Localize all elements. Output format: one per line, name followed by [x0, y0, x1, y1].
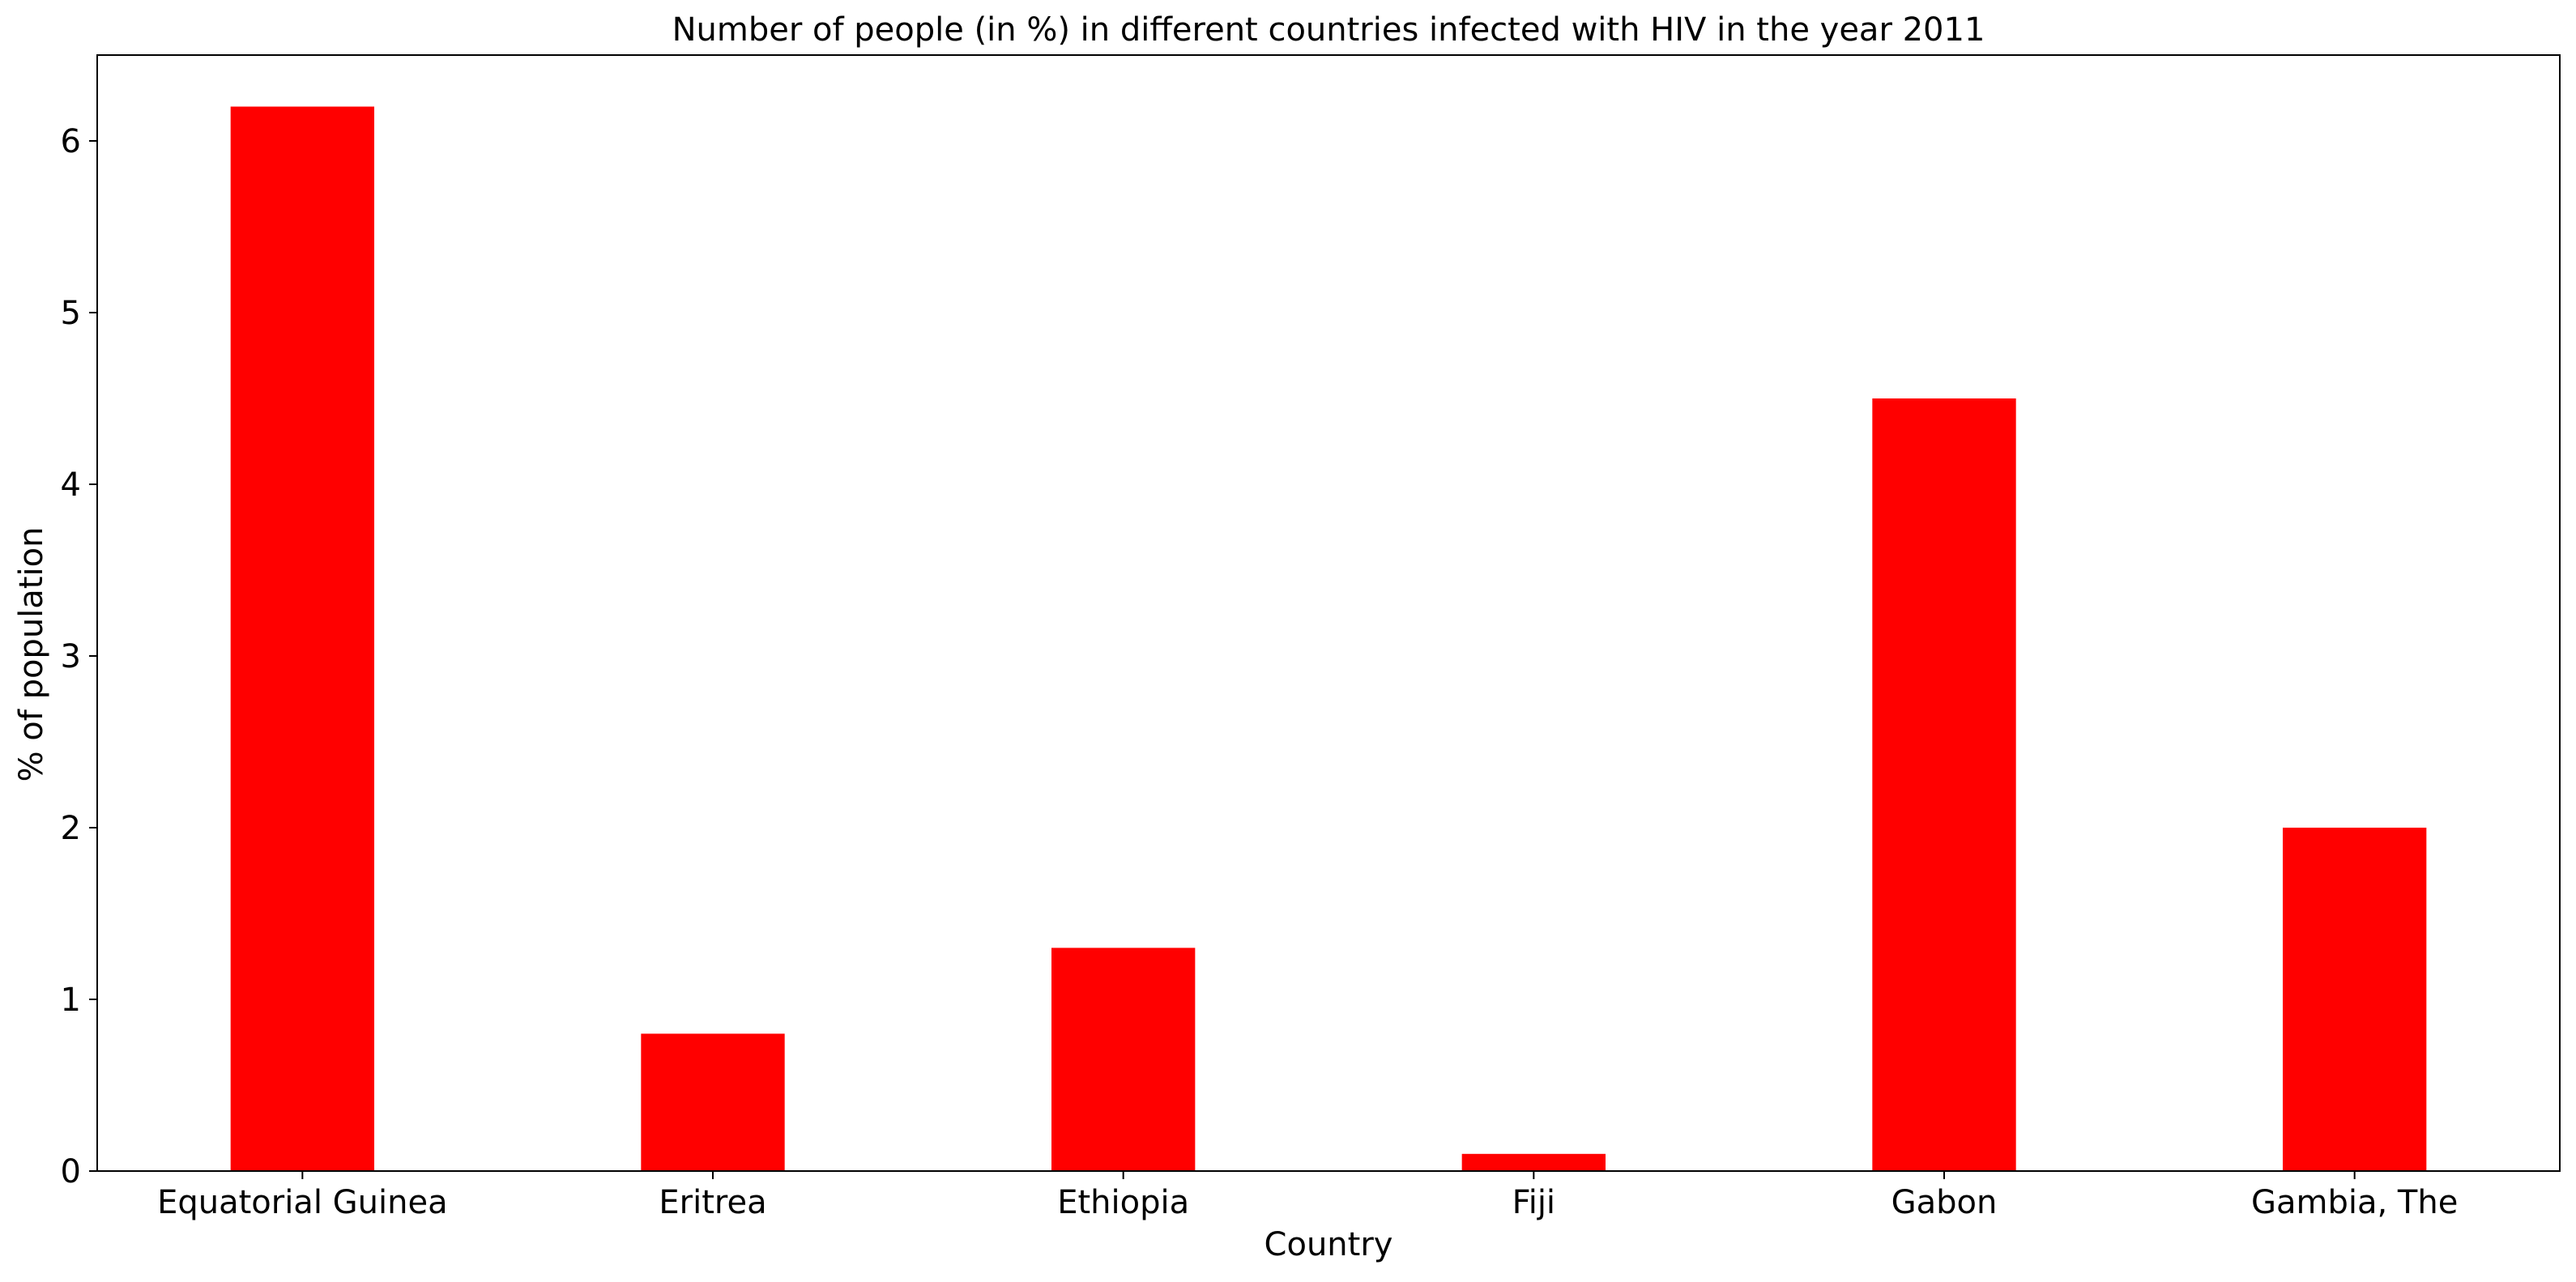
x-axis-label: Country: [1265, 1226, 1393, 1263]
y-tick-label: 3: [61, 638, 81, 675]
chart-title: Number of people (in %) in different cou…: [672, 11, 1985, 49]
bar-fiji: [1461, 1153, 1606, 1171]
x-tick-label: Ethiopia: [1057, 1184, 1189, 1221]
bar-ethiopia: [1051, 948, 1196, 1171]
y-axis-label: % of population: [13, 527, 50, 782]
y-tick-label: 5: [61, 295, 81, 332]
bar-equatorial-guinea: [230, 106, 374, 1172]
y-tick-label: 1: [61, 982, 81, 1019]
bar-gambia-the: [2283, 828, 2427, 1171]
x-axis: Equatorial Guinea Eritrea Ethiopia Fiji Gabo…: [157, 1171, 2458, 1221]
plot-area: [96, 54, 2561, 1172]
x-tick-label: Fiji: [1512, 1184, 1555, 1221]
bar-eritrea: [641, 1033, 785, 1171]
y-axis: 0 1 2 3 4 5 6: [61, 123, 97, 1190]
y-tick-label: 6: [61, 123, 81, 160]
x-tick-label: Gambia, The: [2251, 1184, 2458, 1221]
x-tick-label: Equatorial Guinea: [157, 1184, 448, 1221]
y-tick-label: 0: [61, 1153, 81, 1190]
y-tick-label: 4: [61, 466, 81, 504]
y-tick-label: 2: [61, 810, 81, 847]
plot-frame: [96, 54, 2561, 1172]
x-tick-label: Eritrea: [659, 1184, 766, 1221]
bar-gabon: [1872, 398, 2016, 1171]
x-tick-label: Gabon: [1891, 1184, 1998, 1221]
